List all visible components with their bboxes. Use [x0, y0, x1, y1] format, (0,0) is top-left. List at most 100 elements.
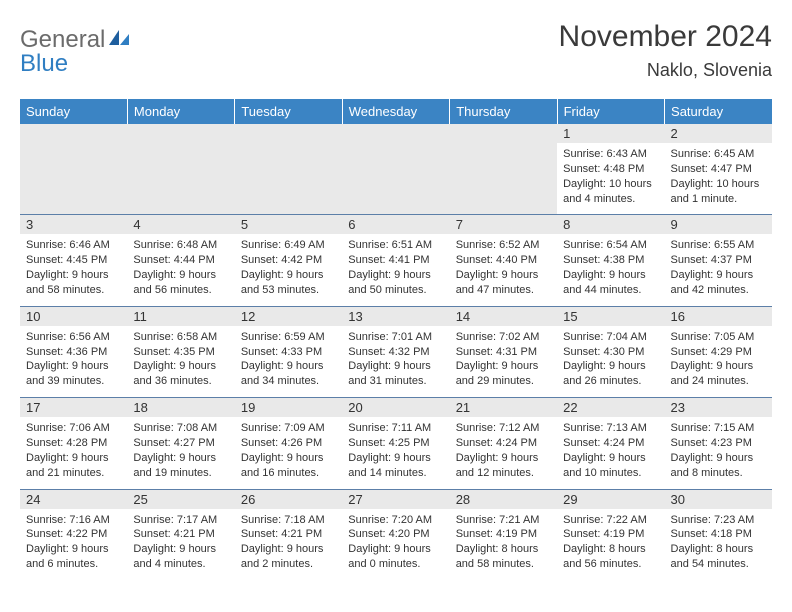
sunset-text: Sunset: 4:26 PM — [241, 436, 336, 451]
sunset-text: Sunset: 4:30 PM — [563, 345, 658, 360]
day-number: 4 — [127, 215, 234, 234]
logo-sail-icon — [109, 28, 131, 51]
sunset-text: Sunset: 4:47 PM — [671, 162, 766, 177]
sunset-text: Sunset: 4:33 PM — [241, 345, 336, 360]
sunset-text: Sunset: 4:24 PM — [456, 436, 551, 451]
calendar-day-cell: 17Sunrise: 7:06 AMSunset: 4:28 PMDayligh… — [20, 398, 127, 489]
day-details: Sunrise: 6:58 AMSunset: 4:35 PMDaylight:… — [133, 330, 228, 389]
calendar-day-cell — [342, 124, 449, 215]
calendar-week-row: 1Sunrise: 6:43 AMSunset: 4:48 PMDaylight… — [20, 124, 772, 215]
daylight-text: Daylight: 9 hours and 19 minutes. — [133, 451, 228, 481]
calendar-day-cell: 26 Sunrise: 7:18 AMSunset: 4:21 PMDayligh… — [235, 489, 342, 580]
sunrise-text: Sunrise: 6:55 AM — [671, 238, 766, 253]
day-details: Sunrise: 6:55 AMSunset: 4:37 PMDaylight:… — [671, 238, 766, 297]
calendar-day-cell: 7Sunrise: 6:52 AMSunset: 4:40 PMDaylight… — [450, 215, 557, 306]
daylight-text: Daylight: 9 hours and 53 minutes. — [241, 268, 336, 298]
day-number: 26 — [235, 490, 342, 509]
calendar-day-cell: 3Sunrise: 6:46 AMSunset: 4:45 PMDaylight… — [20, 215, 127, 306]
day-details: Sunrise: 6:48 AMSunset: 4:44 PMDaylight:… — [133, 238, 228, 297]
day-number: 10 — [20, 307, 127, 326]
calendar-day-cell: 25Sunrise: 7:17 AMSunset: 4:21 PMDayligh… — [127, 489, 234, 580]
daylight-text: Daylight: 9 hours and 39 minutes. — [26, 359, 121, 389]
sunset-text: Sunset: 4:28 PM — [26, 436, 121, 451]
weekday-header: Friday — [557, 99, 664, 124]
sunset-text: Sunset: 4:41 PM — [348, 253, 443, 268]
sunset-text: Sunset: 4:37 PM — [671, 253, 766, 268]
calendar-week-row: 3Sunrise: 6:46 AMSunset: 4:45 PMDaylight… — [20, 215, 772, 306]
sunrise-text: Sunrise: 7:23 AM — [671, 513, 766, 528]
day-details: Sunrise: 7:18 AMSunset: 4:21 PMDaylight:… — [241, 513, 336, 572]
day-number: 1 — [557, 124, 664, 143]
daylight-text: Daylight: 9 hours and 4 minutes. — [133, 542, 228, 572]
sunset-text: Sunset: 4:20 PM — [348, 527, 443, 542]
sunrise-text: Sunrise: 7:01 AM — [348, 330, 443, 345]
daylight-text: Daylight: 8 hours and 56 minutes. — [563, 542, 658, 572]
day-details: Sunrise: 7:05 AMSunset: 4:29 PMDaylight:… — [671, 330, 766, 389]
day-number: 21 — [450, 398, 557, 417]
weekday-header: Sunday — [20, 99, 127, 124]
day-details: Sunrise: 7:17 AMSunset: 4:21 PMDaylight:… — [133, 513, 228, 572]
calendar-day-cell — [20, 124, 127, 215]
calendar-day-cell: 29Sunrise: 7:22 AMSunset: 4:19 PMDayligh… — [557, 489, 664, 580]
day-number: 2 — [665, 124, 772, 143]
day-details: Sunrise: 7:23 AMSunset: 4:18 PMDaylight:… — [671, 513, 766, 572]
daylight-text: Daylight: 9 hours and 12 minutes. — [456, 451, 551, 481]
day-details: Sunrise: 6:52 AMSunset: 4:40 PMDaylight:… — [456, 238, 551, 297]
day-number: 3 — [20, 215, 127, 234]
weekday-header: Wednesday — [342, 99, 449, 124]
calendar-day-cell: 14Sunrise: 7:02 AMSunset: 4:31 PMDayligh… — [450, 306, 557, 397]
daylight-text: Daylight: 9 hours and 44 minutes. — [563, 268, 658, 298]
sunset-text: Sunset: 4:44 PM — [133, 253, 228, 268]
calendar-day-cell: 30Sunrise: 7:23 AMSunset: 4:18 PMDayligh… — [665, 489, 772, 580]
day-number: 18 — [127, 398, 234, 417]
day-details: Sunrise: 7:09 AMSunset: 4:26 PMDaylight:… — [241, 421, 336, 480]
day-details: Sunrise: 6:49 AMSunset: 4:42 PMDaylight:… — [241, 238, 336, 297]
sunrise-text: Sunrise: 6:48 AM — [133, 238, 228, 253]
day-details: Sunrise: 7:13 AMSunset: 4:24 PMDaylight:… — [563, 421, 658, 480]
sunset-text: Sunset: 4:18 PM — [671, 527, 766, 542]
month-title: November 2024 — [559, 20, 772, 54]
daylight-text: Daylight: 9 hours and 56 minutes. — [133, 268, 228, 298]
daylight-text: Daylight: 9 hours and 42 minutes. — [671, 268, 766, 298]
weekday-header: Tuesday — [235, 99, 342, 124]
calendar-day-cell: 6Sunrise: 6:51 AMSunset: 4:41 PMDaylight… — [342, 215, 449, 306]
daylight-text: Daylight: 9 hours and 0 minutes. — [348, 542, 443, 572]
calendar-week-row: 17Sunrise: 7:06 AMSunset: 4:28 PMDayligh… — [20, 398, 772, 489]
sunrise-text: Sunrise: 6:54 AM — [563, 238, 658, 253]
sunset-text: Sunset: 4:25 PM — [348, 436, 443, 451]
calendar-header-row: SundayMondayTuesdayWednesdayThursdayFrid… — [20, 99, 772, 124]
daylight-text: Daylight: 9 hours and 2 minutes. — [241, 542, 336, 572]
daylight-text: Daylight: 9 hours and 36 minutes. — [133, 359, 228, 389]
sunrise-text: Sunrise: 6:43 AM — [563, 147, 658, 162]
weekday-header: Thursday — [450, 99, 557, 124]
sunset-text: Sunset: 4:21 PM — [241, 527, 336, 542]
calendar-day-cell: 5Sunrise: 6:49 AMSunset: 4:42 PMDaylight… — [235, 215, 342, 306]
daylight-text: Daylight: 9 hours and 24 minutes. — [671, 359, 766, 389]
calendar-day-cell: 28Sunrise: 7:21 AMSunset: 4:19 PMDayligh… — [450, 489, 557, 580]
calendar-day-cell — [450, 124, 557, 215]
daylight-text: Daylight: 9 hours and 6 minutes. — [26, 542, 121, 572]
calendar-day-cell: 15Sunrise: 7:04 AMSunset: 4:30 PMDayligh… — [557, 306, 664, 397]
day-details: Sunrise: 7:22 AMSunset: 4:19 PMDaylight:… — [563, 513, 658, 572]
sunrise-text: Sunrise: 6:46 AM — [26, 238, 121, 253]
day-details: Sunrise: 7:04 AMSunset: 4:30 PMDaylight:… — [563, 330, 658, 389]
day-number: 14 — [450, 307, 557, 326]
day-details: Sunrise: 7:01 AMSunset: 4:32 PMDaylight:… — [348, 330, 443, 389]
sunset-text: Sunset: 4:24 PM — [563, 436, 658, 451]
sunrise-text: Sunrise: 7:15 AM — [671, 421, 766, 436]
sunrise-text: Sunrise: 6:59 AM — [241, 330, 336, 345]
calendar-day-cell: 10Sunrise: 6:56 AMSunset: 4:36 PMDayligh… — [20, 306, 127, 397]
sunrise-text: Sunrise: 7:17 AM — [133, 513, 228, 528]
day-number: 22 — [557, 398, 664, 417]
sunrise-text: Sunrise: 6:52 AM — [456, 238, 551, 253]
sunrise-text: Sunrise: 7:04 AM — [563, 330, 658, 345]
day-details: Sunrise: 7:16 AMSunset: 4:22 PMDaylight:… — [26, 513, 121, 572]
calendar-day-cell — [127, 124, 234, 215]
weekday-header: Saturday — [665, 99, 772, 124]
sunrise-text: Sunrise: 7:21 AM — [456, 513, 551, 528]
sunrise-text: Sunrise: 7:08 AM — [133, 421, 228, 436]
sunset-text: Sunset: 4:19 PM — [563, 527, 658, 542]
daylight-text: Daylight: 9 hours and 50 minutes. — [348, 268, 443, 298]
daylight-text: Daylight: 8 hours and 58 minutes. — [456, 542, 551, 572]
sunrise-text: Sunrise: 7:02 AM — [456, 330, 551, 345]
